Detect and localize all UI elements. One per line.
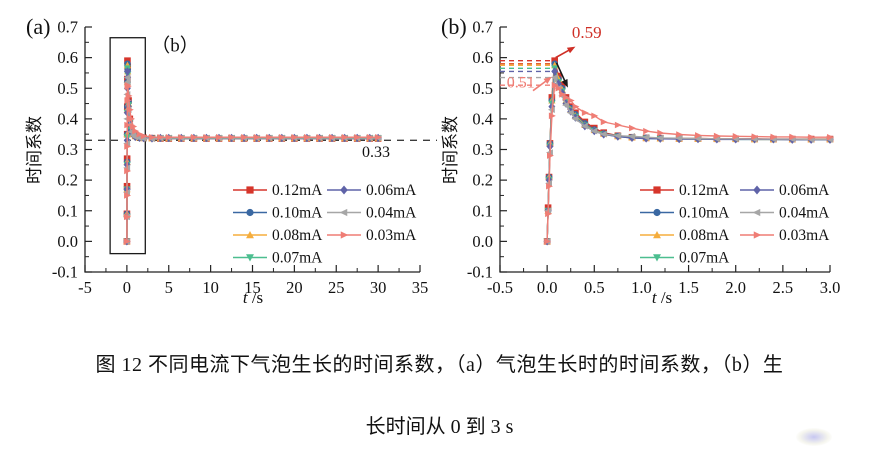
legend: 0.12mA 0.10mA 0.08mA 0.07mA 0.06mA 0.04mA 0.03… bbox=[640, 182, 830, 267]
svg-text:0.12mA: 0.12mA bbox=[679, 182, 730, 199]
svg-text:30: 30 bbox=[370, 278, 387, 297]
watermark-smudge bbox=[796, 428, 832, 446]
series-0.10mA bbox=[123, 60, 382, 245]
legend-item-0.12mA: 0.12mA bbox=[233, 182, 323, 199]
panel-label-a: (a) bbox=[26, 14, 51, 39]
legend-item-0.04mA: 0.04mA bbox=[740, 205, 830, 222]
figure-caption-line1: 图 12 不同电流下气泡生长的时间系数，（a）气泡生长时的时间系数，（b）生 bbox=[95, 354, 784, 376]
series-0.03mA bbox=[123, 81, 383, 245]
y-axis-title: 时间系数 bbox=[25, 116, 44, 184]
svg-text:0.0: 0.0 bbox=[537, 278, 558, 297]
svg-text:0.3: 0.3 bbox=[472, 140, 493, 159]
y-axis-ticks: -0.1 0.0 0.1 0.2 0.3 0.4 0.5 0.6 0.7 bbox=[52, 18, 92, 282]
svg-text:10: 10 bbox=[202, 278, 219, 297]
svg-text:0.2: 0.2 bbox=[57, 171, 78, 190]
x-axis-title: t /s bbox=[652, 288, 672, 307]
x-axis-ticks: -0.5 0.0 0.5 1.0 1.5 2.0 2.5 3.0 bbox=[487, 265, 840, 297]
annotation-label-0.51: 0.51 bbox=[507, 74, 535, 91]
svg-text:0: 0 bbox=[123, 278, 131, 297]
svg-text:20: 20 bbox=[286, 278, 303, 297]
series-0.04mA bbox=[122, 74, 382, 245]
annotation-label-0.59: 0.59 bbox=[572, 23, 602, 42]
svg-text:0.4: 0.4 bbox=[472, 109, 493, 128]
svg-text:0.5: 0.5 bbox=[57, 79, 78, 98]
svg-text:2.0: 2.0 bbox=[725, 278, 746, 297]
inset-box-label: （b） bbox=[151, 35, 199, 57]
series-0.12mA bbox=[123, 57, 382, 245]
legend-item-0.08mA: 0.08mA bbox=[640, 227, 730, 244]
svg-text:1.5: 1.5 bbox=[678, 278, 699, 297]
svg-text:0.6: 0.6 bbox=[472, 48, 493, 67]
svg-text:0.0: 0.0 bbox=[57, 232, 78, 251]
svg-text:0.5: 0.5 bbox=[584, 278, 605, 297]
svg-text:2.5: 2.5 bbox=[773, 278, 794, 297]
legend-item-0.07mA: 0.07mA bbox=[640, 250, 730, 267]
chart-b: -0.1 0.0 0.1 0.2 0.3 0.4 0.5 0.6 0.7 -0.5 0.0 0.5 1.… bbox=[441, 18, 840, 308]
svg-text:15: 15 bbox=[244, 278, 261, 297]
svg-text:1.0: 1.0 bbox=[631, 278, 652, 297]
series-0.08mA bbox=[123, 61, 382, 245]
y-axis-title: 时间系数 bbox=[441, 116, 460, 184]
svg-text:25: 25 bbox=[328, 278, 345, 297]
svg-text:0.10mA: 0.10mA bbox=[679, 205, 730, 222]
svg-text:0.5: 0.5 bbox=[472, 79, 493, 98]
legend-item-0.10mA: 0.10mA bbox=[233, 205, 323, 222]
inset-box bbox=[109, 37, 146, 255]
legend-item-0.04mA: 0.04mA bbox=[327, 205, 417, 222]
legend-item-0.08mA: 0.08mA bbox=[233, 227, 323, 244]
svg-text:0.03mA: 0.03mA bbox=[779, 227, 830, 244]
x-axis-ticks: -5 0 5 10 15 20 25 30 35 bbox=[78, 265, 428, 297]
chart-a: -0.1 0.0 0.1 0.2 0.3 0.4 0.5 0.6 0.7 -5 0 5 10 15 20 25… bbox=[25, 18, 437, 307]
legend-item-0.12mA: 0.12mA bbox=[640, 182, 730, 199]
series-0.07mA bbox=[123, 65, 382, 246]
svg-text:-0.1: -0.1 bbox=[467, 263, 493, 282]
svg-text:35: 35 bbox=[412, 278, 429, 297]
peak-guide-lines bbox=[500, 59, 556, 86]
svg-text:0.07mA: 0.07mA bbox=[272, 250, 323, 267]
legend-item-0.10mA: 0.10mA bbox=[640, 205, 730, 222]
svg-text:0.7: 0.7 bbox=[57, 18, 78, 37]
legend-item-0.06mA: 0.06mA bbox=[740, 182, 830, 199]
svg-text:0.1: 0.1 bbox=[57, 201, 78, 220]
legend: 0.12mA 0.10mA 0.08mA 0.07mA 0.06mA 0.04mA 0.03… bbox=[233, 182, 417, 267]
legend-item-0.03mA: 0.03mA bbox=[740, 227, 830, 244]
svg-text:-5: -5 bbox=[78, 278, 92, 297]
svg-text:0.4: 0.4 bbox=[57, 109, 78, 128]
svg-text:0.12mA: 0.12mA bbox=[272, 182, 323, 199]
svg-text:0.07mA: 0.07mA bbox=[679, 250, 730, 267]
svg-text:0.2: 0.2 bbox=[472, 171, 493, 190]
x-axis-title: t /s bbox=[243, 288, 263, 307]
svg-text:-0.5: -0.5 bbox=[487, 278, 513, 297]
svg-text:5: 5 bbox=[165, 278, 173, 297]
legend-item-0.07mA: 0.07mA bbox=[233, 250, 323, 267]
annotation-arrows bbox=[532, 46, 576, 92]
svg-text:0.6: 0.6 bbox=[57, 48, 78, 67]
reference-line-label: 0.33 bbox=[362, 144, 390, 161]
svg-text:0.06mA: 0.06mA bbox=[779, 182, 830, 199]
figure-caption-line2: 长时间从 0 到 3 s bbox=[365, 416, 514, 438]
svg-text:0.06mA: 0.06mA bbox=[366, 182, 417, 199]
svg-text:0.08mA: 0.08mA bbox=[272, 227, 323, 244]
svg-text:0.10mA: 0.10mA bbox=[272, 205, 323, 222]
legend-item-0.06mA: 0.06mA bbox=[327, 182, 417, 199]
svg-text:0.3: 0.3 bbox=[57, 140, 78, 159]
svg-text:0.1: 0.1 bbox=[472, 201, 493, 220]
svg-text:0.0: 0.0 bbox=[472, 232, 493, 251]
svg-text:0.04mA: 0.04mA bbox=[779, 205, 830, 222]
svg-text:3.0: 3.0 bbox=[820, 278, 841, 297]
y-axis-ticks: -0.1 0.0 0.1 0.2 0.3 0.4 0.5 0.6 0.7 bbox=[467, 18, 507, 282]
svg-text:0.7: 0.7 bbox=[472, 18, 493, 37]
series-0.03mA bbox=[544, 81, 834, 245]
svg-text:0.03mA: 0.03mA bbox=[366, 227, 417, 244]
svg-text:0.08mA: 0.08mA bbox=[679, 227, 730, 244]
series-0.06mA bbox=[123, 67, 382, 246]
legend-item-0.03mA: 0.03mA bbox=[327, 227, 417, 244]
svg-text:-0.1: -0.1 bbox=[52, 263, 78, 282]
panel-label-b: (b) bbox=[441, 14, 467, 39]
svg-text:0.04mA: 0.04mA bbox=[366, 205, 417, 222]
